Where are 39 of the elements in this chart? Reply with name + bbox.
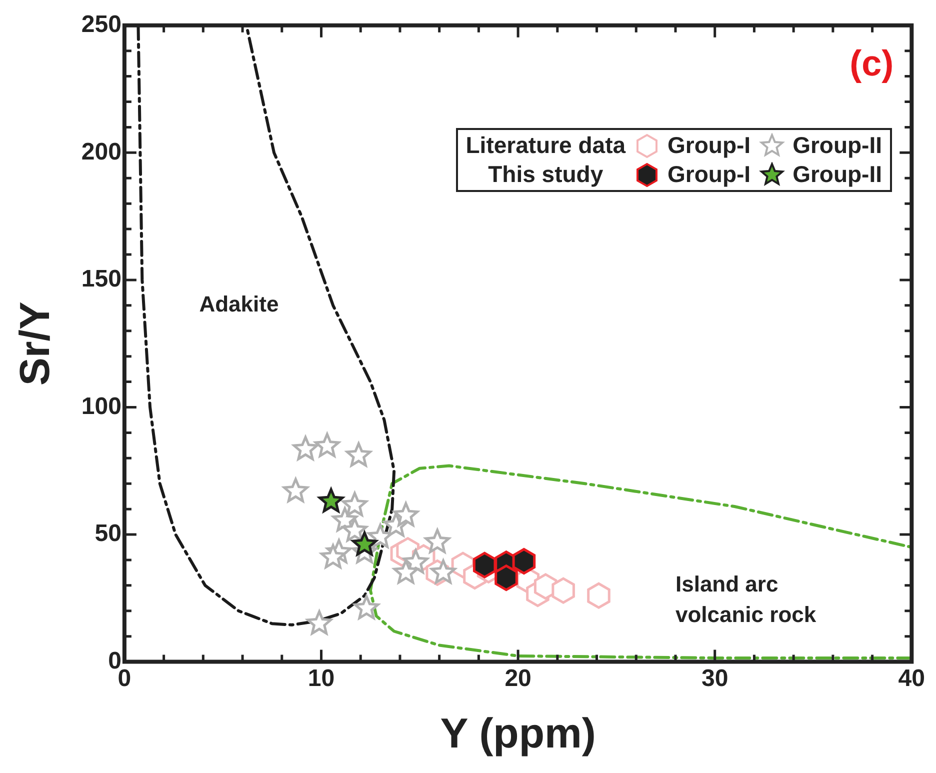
y-axis-title: Sr/Y [10,302,58,386]
point [494,564,518,592]
point [430,559,456,584]
point [393,502,419,526]
point [292,436,318,460]
y-tick-label: 50 [94,520,122,548]
point [314,432,340,458]
x-tick-label: 20 [504,664,532,692]
point [346,442,372,467]
y-tick-label: 200 [81,138,122,166]
annotation: Literature data [466,132,626,159]
x-tick-label: 30 [702,664,728,692]
x-tick-label: 40 [898,664,926,692]
legend-label: Group-I [668,161,751,188]
point [472,552,496,578]
point [424,528,450,554]
legend-label: Group-I [668,132,751,159]
legend-label: Group-II [792,161,882,188]
point [283,478,308,502]
point [587,582,610,609]
annotation: Island arc volcanic rock [675,571,817,628]
point [512,548,536,574]
point [342,492,368,516]
point [318,488,344,512]
point [354,595,380,620]
point [552,577,575,604]
point [320,544,346,568]
x-axis-title: Y (ppm) [440,709,596,756]
annotation: Adakite [199,291,279,316]
annotation: This study [487,161,604,188]
legend-label: Group-II [792,132,882,159]
point [368,524,393,548]
point [352,531,378,556]
x-tick-label: 10 [308,664,335,692]
y-tick-label: 150 [81,266,122,293]
annotation: (c) [850,42,894,84]
point [306,610,332,635]
y-tick-label: 250 [81,11,122,38]
y-tick-label: 100 [81,392,122,420]
